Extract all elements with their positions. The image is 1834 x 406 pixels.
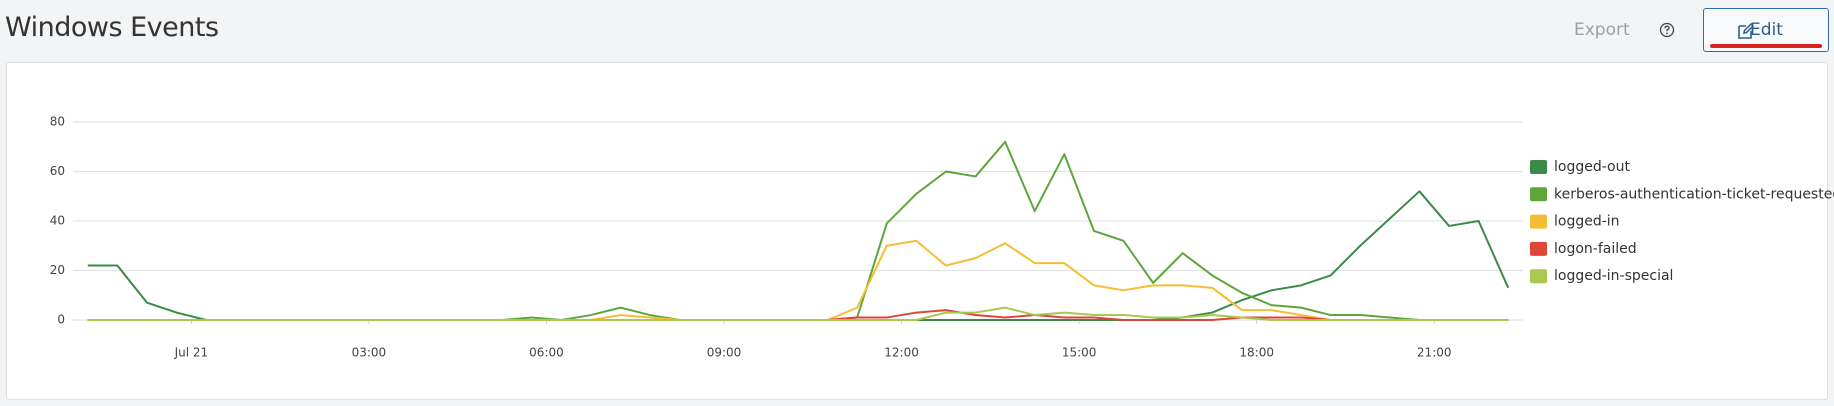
x-tick-label: 12:00: [884, 346, 919, 360]
chart-panel: [6, 62, 1828, 400]
x-tick-label: Jul 21: [174, 346, 209, 360]
legend-label: kerberos-authentication-ticket-requested: [1554, 186, 1834, 202]
legend-label: logon-failed: [1554, 241, 1637, 257]
series-line: [87, 306, 1509, 321]
y-tick-label: 0: [57, 313, 65, 327]
legend-swatch: [1530, 160, 1547, 174]
legend-swatch: [1530, 214, 1547, 229]
x-tick-label: 18:00: [1239, 346, 1274, 360]
x-tick-label: 09:00: [707, 346, 742, 360]
help-icon[interactable]: [1659, 22, 1675, 38]
legend-swatch: [1530, 187, 1547, 202]
legend-swatch: [1530, 269, 1547, 284]
highlight-underline: [1710, 44, 1822, 48]
legend-swatch: [1530, 241, 1547, 256]
x-tick-label: 03:00: [352, 346, 387, 360]
page-title: Windows Events: [5, 12, 219, 43]
export-button[interactable]: Export: [1574, 20, 1630, 40]
y-tick-label: 40: [50, 214, 65, 228]
legend-label: logged-out: [1554, 159, 1630, 175]
edit-icon: [1738, 22, 1755, 39]
y-tick-label: 60: [50, 164, 65, 178]
x-tick-label: 15:00: [1062, 346, 1097, 360]
x-tick-label: 06:00: [529, 346, 564, 360]
series-line: [87, 140, 1509, 321]
y-tick-label: 80: [50, 115, 65, 129]
series-line: [87, 190, 1510, 321]
x-tick-label: 21:00: [1417, 346, 1452, 360]
edit-label: Edit: [1750, 20, 1783, 40]
legend-label: logged-in-special: [1554, 268, 1673, 284]
legend-label: logged-in: [1554, 214, 1620, 230]
y-tick-label: 20: [50, 263, 65, 277]
